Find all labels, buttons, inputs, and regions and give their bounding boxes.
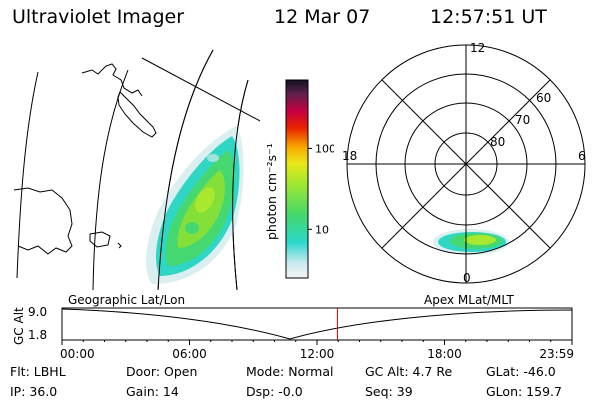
colorbar-tick-label: 10 — [315, 223, 329, 236]
timeline-tick-label: 23:59 — [539, 347, 574, 361]
geographic-map — [13, 49, 260, 290]
info-mode: Mode: Normal — [246, 364, 334, 379]
image-time: 12:57:51 UT — [430, 6, 547, 28]
info-flt: Flt: LBHL — [10, 364, 66, 379]
aurora-emission — [145, 126, 244, 285]
instrument-title: Ultraviolet Imager — [12, 6, 185, 28]
orbit-timeline: 9.0 1.8 00:00 06:00 12:00 18:00 23:59 — [28, 305, 574, 361]
polar-aurora — [433, 229, 509, 255]
mlt-label-12: 12 — [470, 41, 485, 55]
mlt-label-6: 6 — [578, 149, 586, 163]
coastline — [13, 187, 73, 255]
grid-line — [16, 71, 39, 279]
coastline — [81, 63, 143, 97]
polar-plot: 12 18 6 0 60 70 80 — [342, 41, 586, 285]
timeline-frame — [61, 307, 573, 341]
mlat-label-80: 80 — [490, 135, 505, 149]
mlat-label-70: 70 — [515, 113, 530, 127]
colorbar-scale — [285, 79, 309, 279]
mlat-label-60: 60 — [536, 91, 551, 105]
info-glat: GLat: -46.0 — [486, 364, 556, 379]
info-seq: Seq: 39 — [365, 384, 413, 399]
info-ip: IP: 36.0 — [10, 384, 58, 399]
ytick-high: 9.0 — [28, 305, 47, 319]
info-glon: GLon: 159.7 — [486, 384, 562, 399]
grid-line — [141, 57, 260, 122]
mlt-label-18: 18 — [342, 149, 357, 163]
timeline-tick-label: 18:00 — [427, 347, 462, 361]
info-gain: Gain: 14 — [126, 384, 179, 399]
coastline — [117, 91, 157, 138]
apex-label: Apex MLat/MLT — [424, 293, 514, 307]
timeline-tick-label: 00:00 — [60, 347, 95, 361]
altitude-curve — [61, 308, 573, 340]
timeline-tick-label: 06:00 — [172, 347, 207, 361]
grid-line — [92, 69, 129, 290]
mlt-label-0: 0 — [463, 271, 471, 285]
timeline-ylabel: GC Alt — [12, 307, 26, 345]
geographic-label: Geographic Lat/Lon — [68, 293, 186, 307]
colorbar-tick-label: 100 — [315, 142, 334, 155]
coastline — [89, 231, 111, 248]
image-date: 12 Mar 07 — [274, 6, 371, 28]
coastline — [117, 242, 122, 249]
info-door: Door: Open — [126, 364, 198, 379]
colorbar-unit-label: photon cm⁻²s⁻¹ — [264, 143, 279, 240]
ytick-low: 1.8 — [28, 328, 47, 342]
meridian-9-21 — [381, 79, 551, 249]
colorbar: 100 10 — [285, 79, 334, 279]
info-dsp: Dsp: -0.0 — [246, 384, 303, 399]
info-gcalt: GC Alt: 4.7 Re — [365, 364, 453, 379]
timeline-tick-label: 12:00 — [300, 347, 335, 361]
